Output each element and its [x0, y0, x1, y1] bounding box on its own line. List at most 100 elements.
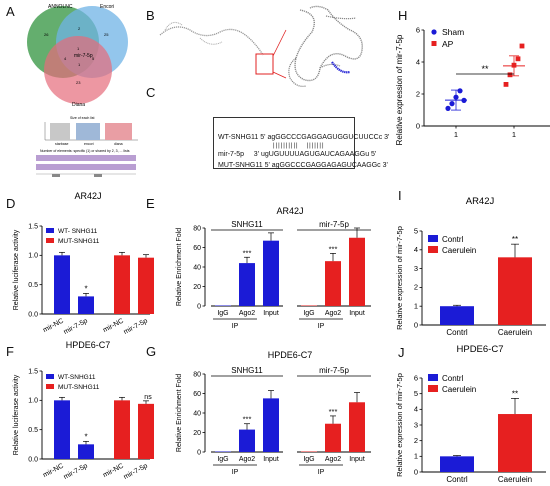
- venn-count: 2: [78, 26, 81, 31]
- y-tick-label: 1.5: [28, 223, 38, 230]
- y-tick-label: 40: [193, 264, 201, 271]
- rna-backbone: [319, 63, 341, 69]
- legend-label: Caerulein: [442, 246, 476, 255]
- zoom-line: [272, 29, 287, 57]
- group-label: SNHG11: [231, 366, 263, 375]
- chart-title: AR42J: [276, 206, 303, 216]
- venn-count: 26: [44, 32, 49, 37]
- y-tick-label: 20: [193, 284, 201, 291]
- legend-swatch: [46, 228, 54, 233]
- chart-title: HPDE6-C7: [268, 350, 313, 360]
- panel-label-h: H: [398, 8, 408, 23]
- bar: [78, 296, 94, 314]
- bar: [440, 306, 474, 325]
- seq-mut: MUT-SNHG11 5' agGGCCCGAGGAGAGUCAAGGc 3': [218, 162, 388, 169]
- y-tick-label: 80: [193, 225, 201, 232]
- y-tick-label: 40: [193, 410, 201, 417]
- x-tick-label: mir-7-5p: [123, 463, 149, 481]
- legend-label: MUT-SNHG11: [58, 238, 100, 245]
- panel-label-i: I: [398, 188, 402, 203]
- bar: [54, 255, 70, 314]
- panel-label-j: J: [398, 345, 405, 360]
- legend-label: Contrl: [442, 235, 464, 244]
- x-tick-label: 1: [512, 130, 516, 139]
- bar: [263, 398, 279, 452]
- bar: [498, 414, 532, 472]
- y-tick-label: 6: [416, 25, 420, 34]
- bar: [239, 263, 255, 306]
- data-point: [457, 88, 463, 94]
- legend-label: WT- SNHG11: [58, 228, 98, 235]
- upset-bar: [94, 174, 102, 177]
- y-tick-label: 60: [193, 245, 201, 252]
- data-point: [503, 82, 509, 87]
- x-tick-label: IgG: [217, 456, 228, 463]
- venn-label-annolnc: ANNOLNC: [48, 4, 73, 10]
- data-point: [445, 105, 451, 111]
- legend-marker: [431, 41, 437, 46]
- y-tick-label: 0: [197, 449, 201, 456]
- x-tick-label: mir-NC: [102, 318, 125, 335]
- zoom-line: [272, 71, 287, 79]
- upset-bar: [50, 123, 70, 140]
- y-tick-label: 0.5: [28, 282, 38, 289]
- y-tick-label: 2: [414, 436, 418, 445]
- y-tick-label: 0: [414, 467, 418, 476]
- venn-count: 1: [77, 46, 80, 51]
- significance-mark: ***: [329, 407, 338, 416]
- bar: [325, 261, 341, 306]
- legend-label: AP: [442, 39, 454, 49]
- x-tick-label: Ago2: [239, 456, 255, 463]
- x-tick-label: IgG: [217, 310, 228, 317]
- y-tick-label: 1: [414, 302, 418, 311]
- y-tick-label: 3: [414, 264, 418, 273]
- data-point: [449, 101, 455, 107]
- y-axis-label: Relative expression of mir-7-5p: [395, 226, 404, 330]
- significance-mark: ***: [329, 244, 338, 253]
- legend-marker: [431, 29, 437, 35]
- venn-count: 25: [104, 32, 109, 37]
- bar: [78, 444, 94, 459]
- upset-matrix-row: [36, 164, 136, 170]
- rna-backbone: [159, 26, 264, 56]
- venn-count: 23: [76, 80, 81, 85]
- bar: [440, 456, 474, 472]
- y-axis-label: Relative Enrichment Fold: [176, 374, 183, 452]
- seq-wt: WT-SNHG11 5' agGGCCCGAGGAGUGGUCUUCCc 3': [218, 134, 390, 141]
- group-label: mir-7-5p: [319, 220, 349, 229]
- x-tick-label: mir-NC: [42, 318, 65, 335]
- x-tick-label: Input: [349, 456, 365, 463]
- x-tick-label: Caerulein: [498, 475, 532, 484]
- y-tick-label: 0: [416, 121, 420, 130]
- bar: [498, 257, 532, 325]
- upset-size-note: Size of each list: [70, 116, 95, 120]
- y-tick-label: 2: [414, 283, 418, 292]
- legend-swatch: [428, 246, 438, 253]
- sequence-alignment-box: WT-SNHG11 5' agGGCCCGAGGAGUGGUCUUCCc 3' |…: [213, 117, 390, 169]
- data-point: [507, 72, 513, 78]
- venn-count: 5: [92, 56, 95, 61]
- upset-cat: diana: [114, 142, 123, 146]
- bar: [239, 429, 255, 452]
- panel-label-d: D: [6, 196, 16, 211]
- ip-label: IP: [232, 469, 239, 476]
- ip-label: IP: [318, 469, 325, 476]
- x-tick-label: Contrl: [446, 328, 468, 337]
- significance-mark: ***: [243, 415, 252, 424]
- venn-count: 4: [64, 56, 67, 61]
- rna-backbone: [164, 21, 183, 31]
- rna-backbone: [294, 5, 363, 82]
- y-tick-label: 0.0: [28, 311, 38, 318]
- venn-count: 1: [78, 62, 81, 67]
- venn-label-diana: Diana: [72, 102, 85, 108]
- bar: [325, 423, 341, 452]
- y-axis-label: Relative expression of mir-7-5p: [395, 373, 404, 477]
- x-tick-label: Input: [263, 310, 279, 317]
- x-tick-label: Input: [263, 456, 279, 463]
- y-tick-label: 60: [193, 391, 201, 398]
- upset-bar: [76, 123, 100, 140]
- y-tick-label: 0: [197, 303, 201, 310]
- panel-label-a: A: [6, 4, 15, 19]
- x-tick-label: 1: [454, 130, 458, 139]
